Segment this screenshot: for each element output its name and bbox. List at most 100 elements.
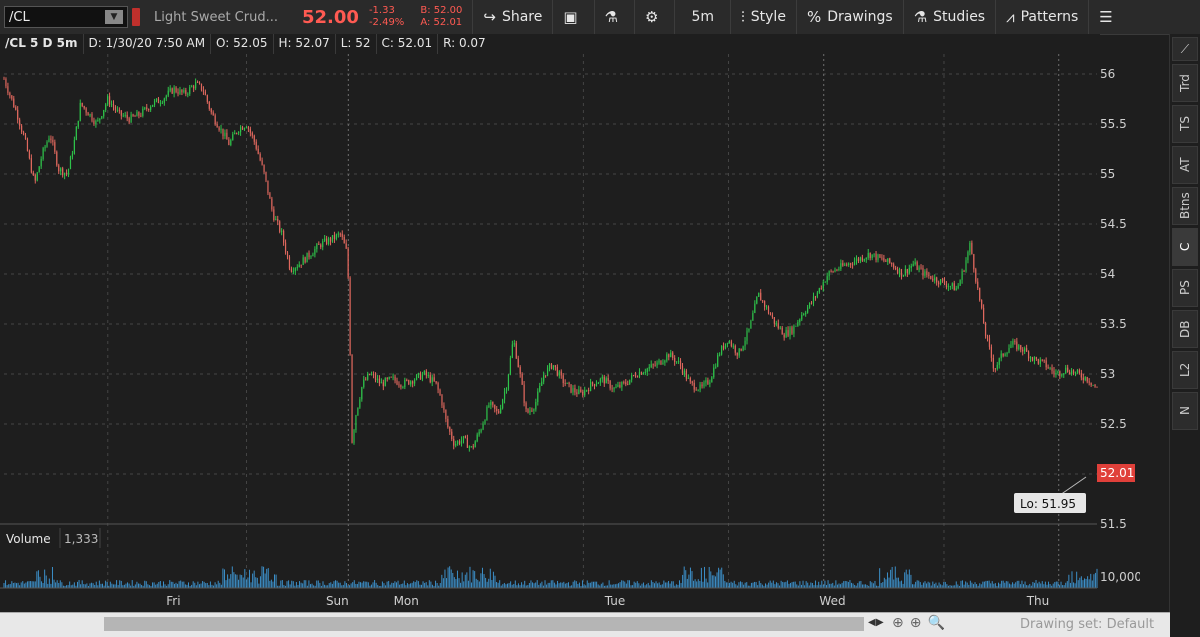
trend-icon[interactable]: ⟋ [1172, 37, 1198, 61]
sidebar-tab-trd[interactable]: Trd [1172, 64, 1198, 102]
chart-background [0, 54, 1140, 612]
scroll-left-icon[interactable]: ◀ [868, 617, 876, 628]
candle-body [670, 352, 672, 358]
candle-body [1018, 345, 1020, 350]
candle-body [406, 379, 408, 381]
candle-body [1031, 357, 1034, 361]
candle-body [433, 377, 435, 382]
candle-body [69, 156, 72, 170]
x-tick-label: Sun [326, 594, 349, 608]
candle-body [394, 376, 396, 381]
candle-body [322, 241, 324, 248]
candle-body [484, 420, 486, 424]
candle-body [812, 296, 815, 303]
sidebar-tab-l2[interactable]: L2 [1172, 351, 1198, 389]
symbol-input[interactable]: /CL ▼ [4, 6, 128, 28]
sidebar-tab-n[interactable]: N [1172, 392, 1198, 430]
candle-body [247, 127, 250, 129]
candle-body [441, 395, 443, 406]
candle-body [832, 271, 834, 272]
candle-body [738, 348, 740, 356]
sidebar-tab-btns[interactable]: Btns [1172, 187, 1198, 225]
candle-body [200, 83, 203, 91]
sidebar-tab-ts[interactable]: TS [1172, 105, 1198, 143]
share-button[interactable]: ↪ Share [472, 0, 552, 34]
candle-body [851, 264, 854, 266]
candle-body [1043, 359, 1045, 361]
candle-body [1059, 371, 1061, 376]
candle-body [765, 306, 768, 308]
drawing-set[interactable]: Drawing set: Default [1020, 617, 1155, 632]
studies-flask-button[interactable]: ⚗ [593, 0, 634, 34]
settings-button[interactable]: ⚙ [634, 0, 674, 34]
candle-body [275, 219, 277, 221]
candle-body [949, 286, 951, 287]
studies-button[interactable]: ⚗ Studies [902, 0, 995, 34]
style-button[interactable]: ⫶ Style [730, 0, 796, 34]
candle-body [779, 327, 781, 329]
candle-body [914, 262, 916, 265]
candle-body [142, 108, 144, 116]
candle-body [611, 388, 613, 390]
scroll-right-icon[interactable]: ▶ [876, 617, 884, 628]
horizontal-scrollbar[interactable]: ◀ ▶ ⊕⊕🔍 Drawing set: Default [0, 612, 1170, 637]
candle-body [826, 276, 828, 282]
candle-body [652, 364, 654, 366]
candle-body [464, 436, 467, 438]
candle-body [603, 376, 605, 384]
patterns-button[interactable]: ⩘ Patterns [995, 0, 1088, 34]
candle-body [666, 354, 668, 361]
candle-body [1096, 386, 1098, 388]
alert-flag-icon[interactable] [132, 8, 140, 26]
candle-body [478, 431, 480, 435]
more-menu-button[interactable]: ☰ [1088, 0, 1128, 34]
zoom-controls[interactable]: ⊕⊕🔍 [892, 615, 951, 631]
candle-body [732, 345, 734, 347]
y-tick-label: 55 [1100, 167, 1115, 181]
candle-body [472, 446, 474, 448]
candle-body [822, 282, 824, 289]
drawings-button[interactable]: % Drawings [795, 0, 903, 34]
snapshot-button[interactable]: ▣ [552, 0, 593, 34]
candle-body [134, 116, 136, 117]
candle-body [324, 238, 326, 242]
candle-body [87, 112, 89, 116]
candle-body [537, 391, 539, 402]
sidebar-tab-c[interactable]: C [1172, 228, 1198, 266]
candle-body [586, 389, 588, 391]
sidebar-tab-at[interactable]: AT [1172, 146, 1198, 184]
period-button[interactable]: 5m [674, 0, 730, 34]
candle-body [591, 382, 594, 385]
candle-body [345, 243, 347, 249]
candle-body [93, 120, 95, 125]
candle-body [458, 441, 461, 444]
y-tick-label: 55.5 [1100, 117, 1127, 131]
candle-body [1045, 360, 1047, 368]
candle-body [904, 269, 906, 276]
candle-body [212, 112, 214, 116]
candle-body [187, 93, 189, 95]
chevron-down-icon[interactable]: ▼ [105, 10, 123, 24]
candle-body [296, 267, 298, 269]
candle-body [719, 354, 721, 356]
scrollbar-track[interactable] [104, 617, 864, 631]
candle-body [820, 288, 822, 289]
sidebar-tab-db[interactable]: DB [1172, 310, 1198, 348]
candle-body [501, 399, 504, 409]
candle-body [396, 380, 398, 385]
candle-body [286, 252, 289, 257]
candle-body [816, 292, 818, 297]
candle-body [60, 168, 62, 172]
candle-body [388, 376, 390, 379]
candle-body [521, 373, 523, 385]
chart-header: /CL 5 D 5m D: 1/30/20 7:50 AM O: 52.05 H… [0, 34, 1100, 54]
candle-body [681, 366, 684, 374]
candle-body [103, 109, 105, 117]
candle-body [881, 257, 883, 259]
candle-body [777, 323, 779, 329]
sidebar-tab-ps[interactable]: PS [1172, 269, 1198, 307]
candle-body [148, 109, 150, 110]
candle-body [503, 391, 506, 400]
candle-body [801, 314, 803, 320]
